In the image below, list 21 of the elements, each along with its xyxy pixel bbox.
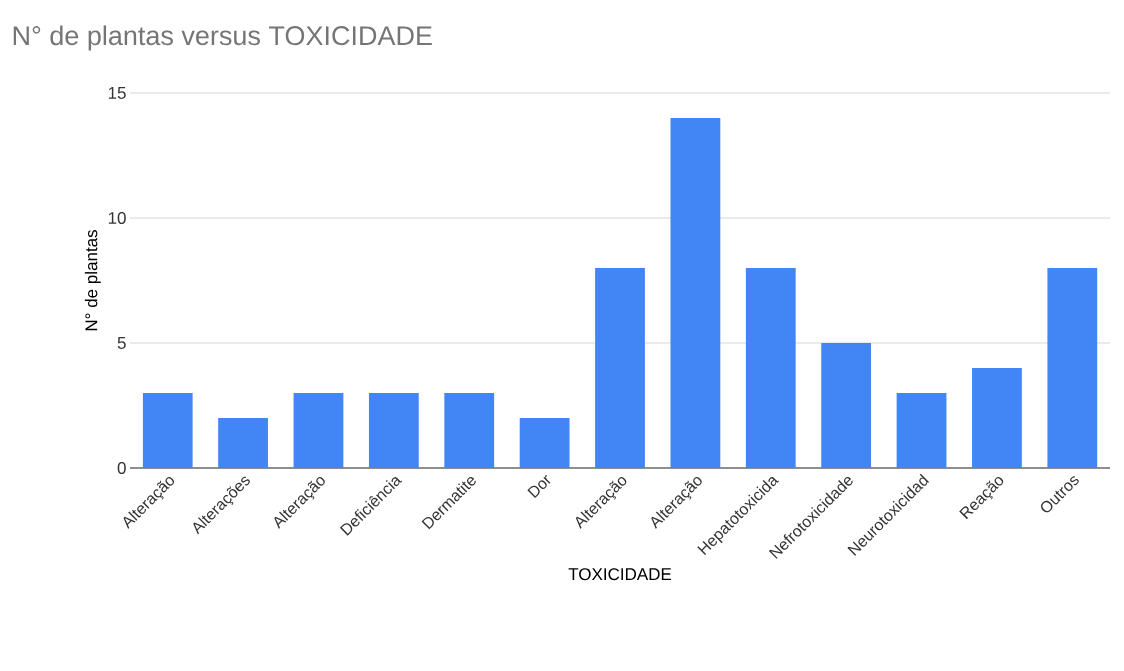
bar	[368, 392, 419, 468]
x-axis-title: TOXICIDADE	[568, 568, 672, 581]
bar	[519, 417, 570, 468]
bar	[595, 267, 645, 468]
bar	[142, 392, 193, 468]
y-tick-label: 10	[108, 211, 126, 225]
bar	[745, 267, 796, 468]
bar	[670, 117, 721, 468]
y-tick-label: 15	[108, 87, 126, 99]
bar	[896, 392, 947, 468]
bar	[293, 392, 344, 468]
bar	[1047, 267, 1098, 468]
bar	[821, 342, 872, 468]
chart-title: N° de plantas versus TOXICIDADE	[13, 25, 432, 51]
y-tick-label: 5	[117, 337, 126, 349]
x-tick-label: Dor	[527, 474, 551, 499]
bar	[444, 392, 495, 468]
bar	[972, 367, 1022, 468]
y-axis-title: N° de plantas	[84, 230, 101, 331]
bar	[218, 417, 268, 468]
y-tick-label: 0	[117, 461, 126, 475]
